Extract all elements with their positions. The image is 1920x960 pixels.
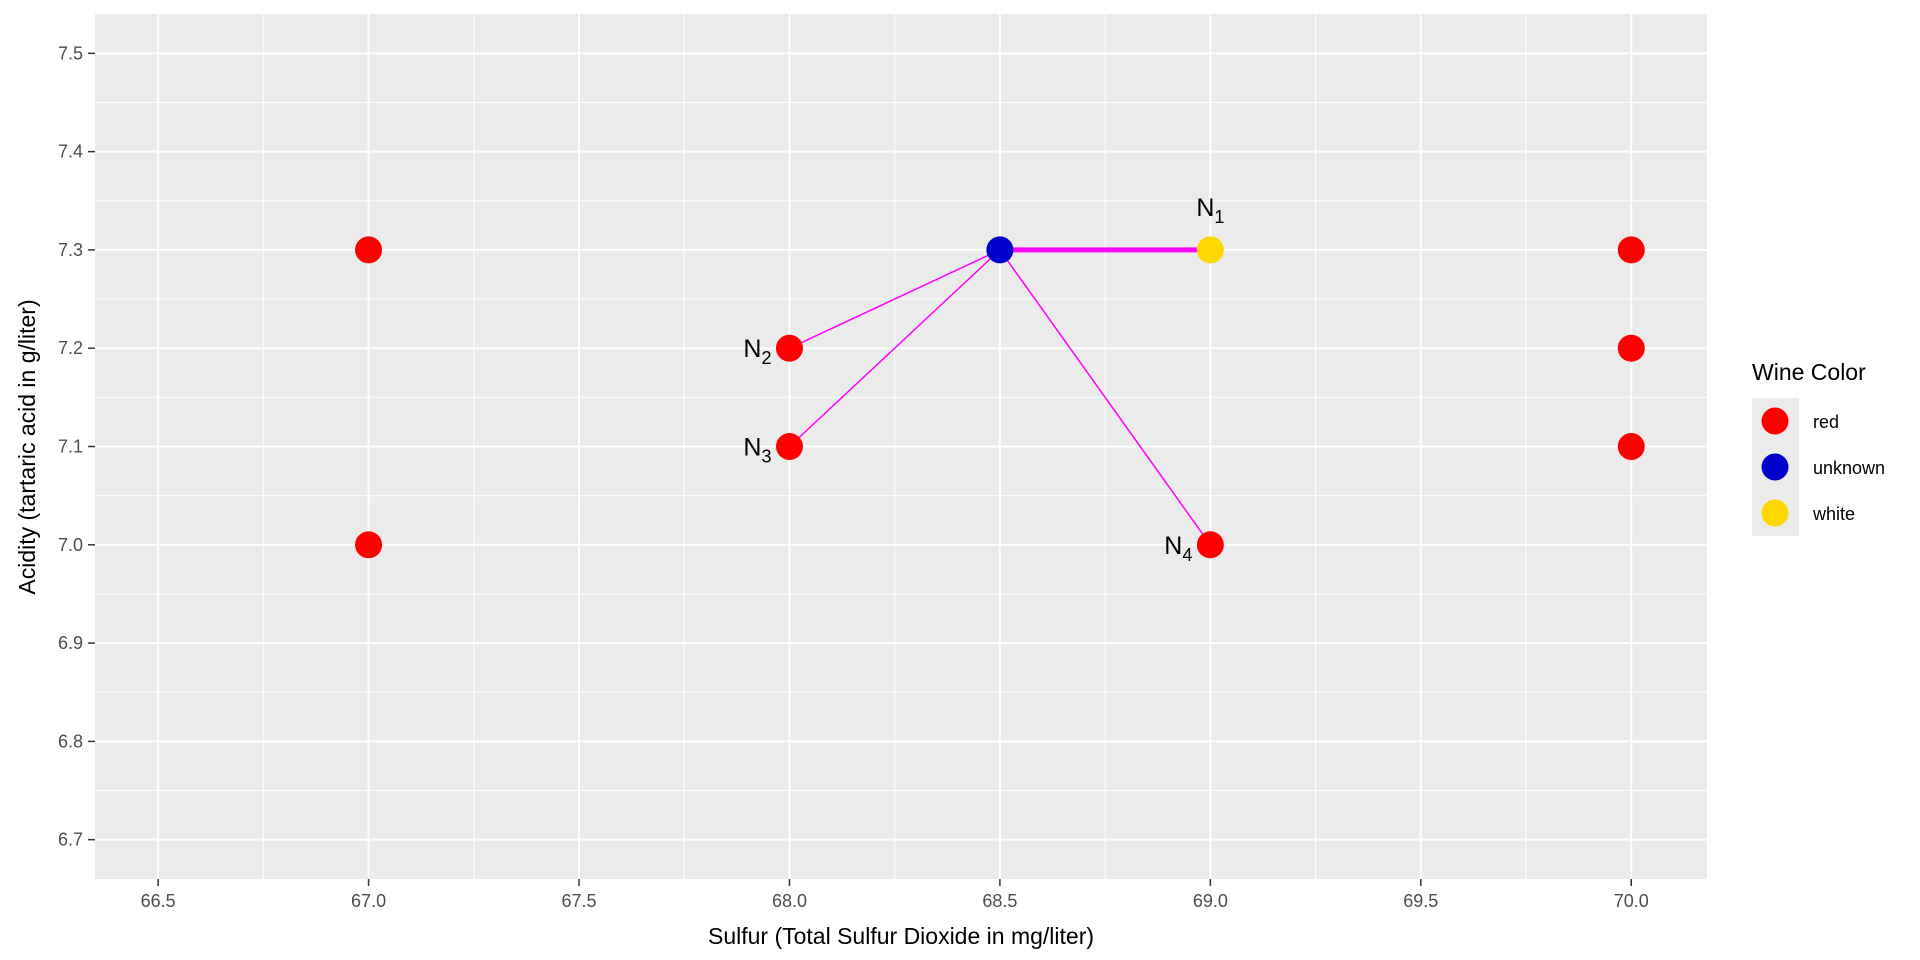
legend-key-white — [1761, 499, 1789, 527]
legend-label-white: white — [1812, 504, 1855, 524]
x-tick-label: 67.5 — [561, 891, 596, 911]
y-tick-label: 7.1 — [58, 437, 83, 457]
x-tick-label: 69.0 — [1193, 891, 1228, 911]
y-axis-title: Acidity (tartaric acid in g/liter) — [14, 299, 40, 594]
y-tick-label: 7.0 — [58, 535, 83, 555]
y-tick-label: 6.8 — [58, 731, 83, 751]
y-tick-label: 7.5 — [58, 43, 83, 63]
data-points — [355, 236, 1645, 559]
legend-title: Wine Color — [1752, 359, 1866, 385]
x-tick-label: 66.5 — [141, 891, 176, 911]
data-point-red — [355, 236, 383, 264]
y-tick-label: 7.4 — [58, 142, 83, 162]
data-point-red — [1617, 433, 1645, 460]
legend-key-unknown — [1761, 453, 1789, 481]
data-point-red — [1196, 531, 1224, 559]
y-tick-label: 6.7 — [58, 830, 83, 850]
legend-label-red: red — [1813, 412, 1839, 432]
x-tick-label: 70.0 — [1614, 891, 1649, 911]
legend: Wine Color red unknown white — [1752, 359, 1885, 536]
data-point-red — [775, 433, 803, 460]
neighbor-edge — [789, 249, 1001, 349]
major-gridlines — [95, 14, 1707, 879]
y-tick-label: 7.2 — [58, 338, 83, 358]
x-axis-title: Sulfur (Total Sulfur Dioxide in mg/liter… — [708, 923, 1094, 949]
x-axis-ticks: 66.5 67.0 67.5 68.0 68.5 69.0 69.5 70.0 — [141, 879, 1649, 911]
legend-key-red — [1761, 407, 1789, 435]
data-point-white — [1196, 236, 1224, 264]
data-point-red — [355, 531, 383, 559]
neighbor-edges — [788, 247, 1211, 546]
y-tick-label: 7.3 — [58, 240, 83, 260]
data-point-unknown — [986, 236, 1014, 264]
legend-label-unknown: unknown — [1813, 458, 1885, 478]
x-tick-label: 68.0 — [772, 891, 807, 911]
data-point-red — [1617, 236, 1645, 264]
x-tick-label: 69.5 — [1403, 891, 1438, 911]
x-tick-label: 67.0 — [351, 891, 386, 911]
x-tick-label: 68.5 — [982, 891, 1017, 911]
data-point-red — [1617, 334, 1645, 362]
neighbor-edge — [788, 249, 1001, 448]
neighbor-edge — [999, 249, 1211, 546]
data-point-red — [775, 334, 803, 362]
minor-gridlines — [95, 14, 1707, 879]
y-axis-ticks: 6.7 6.8 6.9 7.0 7.1 7.2 7.3 7.4 7.5 — [58, 43, 95, 850]
y-tick-label: 6.9 — [58, 633, 83, 653]
